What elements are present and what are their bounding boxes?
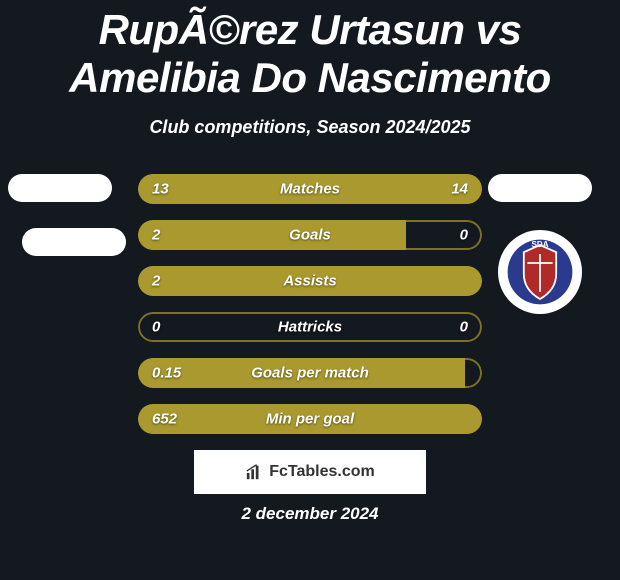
stat-label: Matches: [280, 181, 340, 198]
stat-value-right: 0: [460, 319, 468, 336]
subtitle: Club competitions, Season 2024/2025: [0, 117, 620, 138]
stat-row: 2 Assists: [138, 266, 482, 296]
stat-label: Assists: [283, 273, 336, 290]
stat-value-right: 0: [460, 227, 468, 244]
stat-row: 2 0 Goals: [138, 220, 482, 250]
stat-value-left: 0: [152, 319, 160, 336]
date-text: 2 december 2024: [241, 504, 378, 524]
stat-value-left: 13: [152, 181, 169, 198]
page-title: RupÃ©rez Urtasun vs Amelibia Do Nascimen…: [0, 0, 620, 103]
stat-row: 0 0 Hattricks: [138, 312, 482, 342]
stat-value-left: 652: [152, 411, 177, 428]
stat-row: 0.15 Goals per match: [138, 358, 482, 388]
stat-label: Goals per match: [251, 365, 369, 382]
stat-row: 13 14 Matches: [138, 174, 482, 204]
stats-table: 13 14 Matches 2 0 Goals 2 Assists 0 0 Hattricks 0.1…: [138, 174, 482, 450]
brand-footer: FcTables.com: [194, 450, 426, 494]
chart-icon: [245, 463, 263, 481]
player-badge-left-1: [8, 174, 112, 202]
stat-value-left: 0.15: [152, 365, 181, 382]
stat-label: Goals: [289, 227, 331, 244]
club-badge-right: SDA: [498, 230, 582, 314]
brand-text: FcTables.com: [269, 463, 375, 481]
stat-value-left: 2: [152, 273, 160, 290]
comparison-card: RupÃ©rez Urtasun vs Amelibia Do Nascimen…: [0, 0, 620, 580]
shield-icon: SDA: [504, 236, 576, 308]
stat-value-right: 14: [451, 181, 468, 198]
player-badge-right-1: [488, 174, 592, 202]
stat-row: 652 Min per goal: [138, 404, 482, 434]
player-badge-left-2: [22, 228, 126, 256]
stat-value-left: 2: [152, 227, 160, 244]
stat-label: Hattricks: [278, 319, 342, 336]
club-badge-label: SDA: [531, 240, 548, 249]
stat-label: Min per goal: [266, 411, 354, 428]
